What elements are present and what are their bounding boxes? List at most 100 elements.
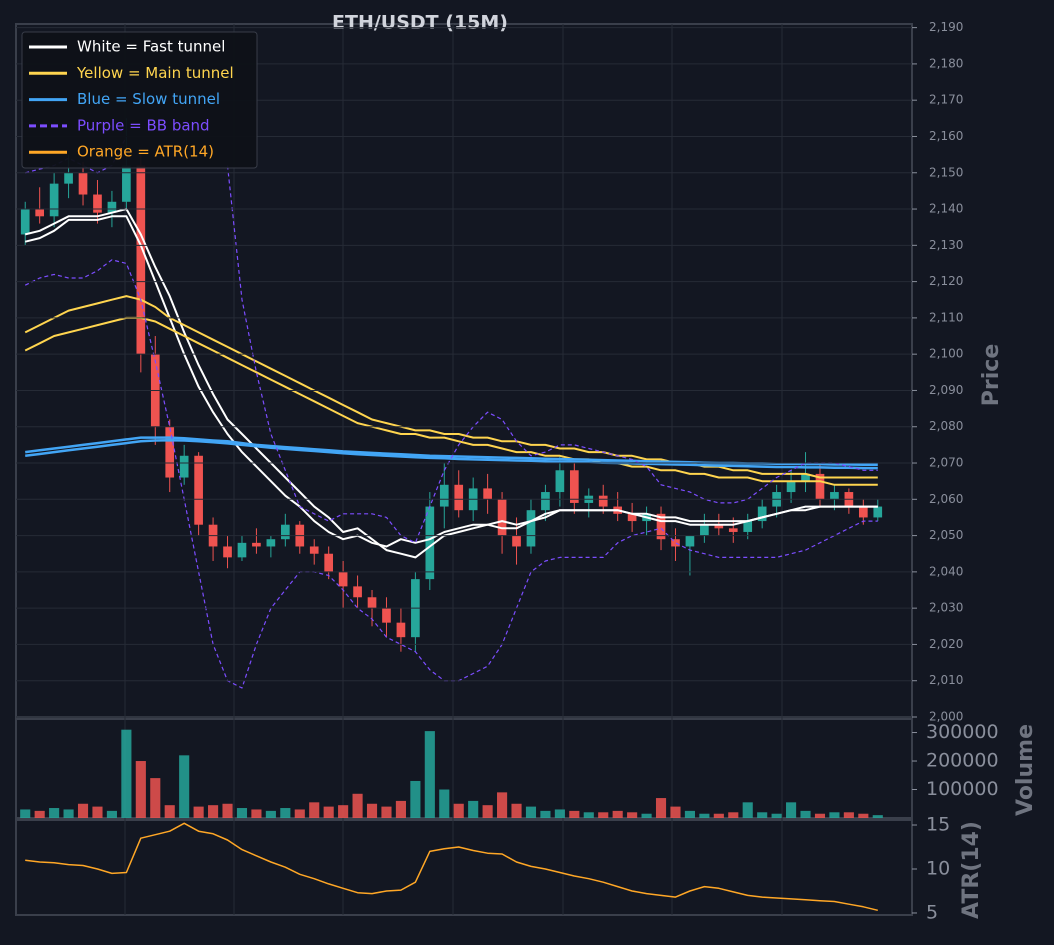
volume-bar <box>468 800 479 818</box>
legend-label: White = Fast tunnel <box>77 38 225 56</box>
y-tick-label: 5 <box>926 901 938 923</box>
line-series <box>24 208 878 559</box>
volume-bar <box>814 813 826 818</box>
y-tick-label: 100000 <box>926 778 999 800</box>
candle-body <box>280 524 290 540</box>
volume-bar <box>858 813 869 818</box>
volume-bar <box>338 805 349 818</box>
candle-body <box>685 535 695 547</box>
candle-body <box>569 470 579 503</box>
volume-bar <box>164 805 175 818</box>
candle-body <box>266 539 276 547</box>
volume-bar <box>598 812 609 818</box>
volume-bar <box>482 805 493 818</box>
y-tick-label: 2,180 <box>929 56 963 70</box>
volume-bar <box>497 792 508 818</box>
candle-body <box>757 506 767 522</box>
candle-body <box>338 571 348 587</box>
y-axis-label: ATR(14) <box>959 821 984 919</box>
candle-body <box>122 165 131 202</box>
volume-bar <box>381 806 392 818</box>
candle-body <box>454 484 464 511</box>
volume-bar <box>439 789 450 818</box>
volume-bar <box>540 810 551 818</box>
candle-body <box>743 521 753 532</box>
chart-title: ETH/USDT (15M) <box>332 12 508 34</box>
volume-bar <box>771 813 782 818</box>
candle-body <box>324 553 334 572</box>
volume-bar <box>569 810 580 818</box>
volume-bar <box>627 812 638 818</box>
y-tick-label: 2,110 <box>929 310 963 324</box>
candle-body <box>656 513 666 540</box>
y-tick-label: 2,050 <box>929 528 963 542</box>
volume-bar <box>670 806 681 818</box>
candle-body <box>194 455 203 525</box>
legend-label: Blue = Slow tunnel <box>77 90 220 108</box>
volume-bar <box>280 808 291 818</box>
y-tick-label: 10 <box>926 857 950 879</box>
volume-bar <box>713 813 724 818</box>
candle-body <box>107 201 117 213</box>
volume-bar <box>583 812 594 818</box>
candle-body <box>179 455 189 478</box>
candle-body <box>223 546 232 558</box>
legend-label: Orange = ATR(14) <box>77 143 214 161</box>
volume-bar <box>135 761 146 818</box>
volume-bar <box>453 803 464 818</box>
line-series <box>25 438 878 470</box>
candle-body <box>382 608 391 623</box>
candle-body <box>873 506 883 518</box>
line-series <box>24 295 878 479</box>
candle-body <box>858 506 868 518</box>
volume-bar <box>251 809 262 818</box>
y-tick-label: 2,120 <box>929 274 963 288</box>
volume-bar <box>872 815 883 818</box>
y-tick-label: 2,080 <box>929 419 963 433</box>
y-tick-label: 2,000 <box>929 710 963 724</box>
candle-body <box>801 473 810 482</box>
candle-body <box>497 499 507 536</box>
candle-body <box>728 528 738 532</box>
candle-body <box>64 172 73 184</box>
y-tick-label: 2,160 <box>929 129 963 143</box>
volume-bar <box>150 778 161 818</box>
candle-body <box>714 524 724 529</box>
volume-bar <box>843 812 854 818</box>
volume-bar <box>757 812 768 818</box>
y-axis-label: Price <box>979 344 1004 406</box>
line-series <box>25 822 878 912</box>
candle-body <box>526 510 536 547</box>
volume-bar <box>395 800 406 818</box>
volume-bar <box>208 805 219 818</box>
y-tick-label: 2,190 <box>929 20 963 34</box>
candle-body <box>541 492 550 511</box>
volume-bar <box>77 803 89 818</box>
candle-body <box>830 492 839 500</box>
volume-bar <box>424 731 435 818</box>
y-tick-label: 2,060 <box>929 492 963 506</box>
y-tick-label: 2,100 <box>929 347 963 361</box>
volume-bar <box>410 780 421 818</box>
y-tick-label: 15 <box>926 814 950 836</box>
price-plot <box>20 118 883 689</box>
y-tick-label: 300000 <box>926 721 999 743</box>
candle-body <box>627 513 637 522</box>
candle-body <box>353 586 362 598</box>
legend-box <box>21 31 258 169</box>
volume-bar <box>92 806 103 818</box>
y-tick-label: 2,130 <box>929 238 963 252</box>
candle-body <box>396 622 406 638</box>
candle-body <box>136 165 146 355</box>
candle-body <box>20 209 30 235</box>
volume-bar <box>294 809 305 818</box>
legend-label: Purple = BB band <box>77 116 210 134</box>
y-tick-label: 2,030 <box>929 601 963 615</box>
y-tick-label: 2,150 <box>929 165 963 179</box>
candle-body <box>786 481 796 493</box>
candle-body <box>309 546 319 554</box>
legend: White = Fast tunnel Yellow = Main tunnel B… <box>21 31 258 169</box>
volume-bar <box>323 806 334 818</box>
